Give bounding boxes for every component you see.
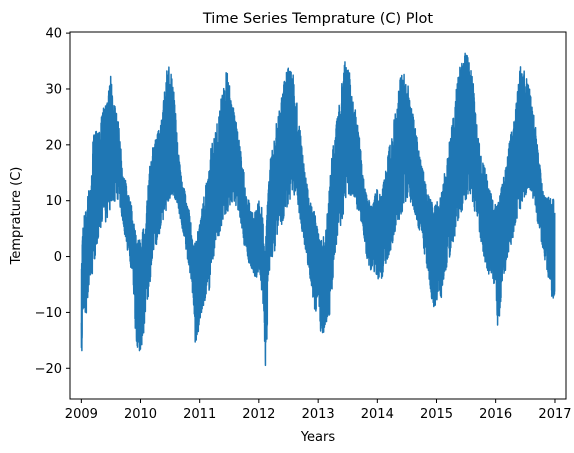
x-tick-label: 2012 — [242, 407, 275, 422]
plot-data-area — [80, 52, 556, 367]
x-tick-label: 2009 — [65, 407, 98, 422]
plot-frame — [69, 31, 567, 400]
x-tick-label: 2017 — [538, 407, 571, 422]
y-tick-label: 0 — [54, 250, 62, 265]
x-tick-label: 2014 — [361, 407, 394, 422]
y-tick-label: 30 — [45, 82, 62, 97]
x-axis: 2009 2010 2011 2012 2013 2014 2015 2016 2017 — [65, 399, 572, 422]
y-axis: −20 −10 0 10 20 30 40 — [35, 27, 70, 377]
x-tick-label: 2015 — [420, 407, 453, 422]
x-tick-label: 2010 — [124, 407, 157, 422]
x-tick-label: 2013 — [302, 407, 335, 422]
y-tick-label: 10 — [45, 194, 62, 209]
y-axis-label: Temprature (C) — [9, 167, 24, 266]
x-axis-label: Years — [300, 430, 336, 445]
x-tick-label: 2011 — [183, 407, 216, 422]
temperature-series-line — [80, 52, 556, 367]
y-tick-label: 40 — [45, 27, 62, 42]
y-tick-label: −10 — [35, 306, 62, 321]
chart-title: Time Series Temprature (C) Plot — [202, 11, 434, 27]
y-tick-label: 20 — [45, 138, 62, 153]
x-tick-label: 2016 — [479, 407, 512, 422]
y-tick-label: −20 — [35, 362, 62, 377]
